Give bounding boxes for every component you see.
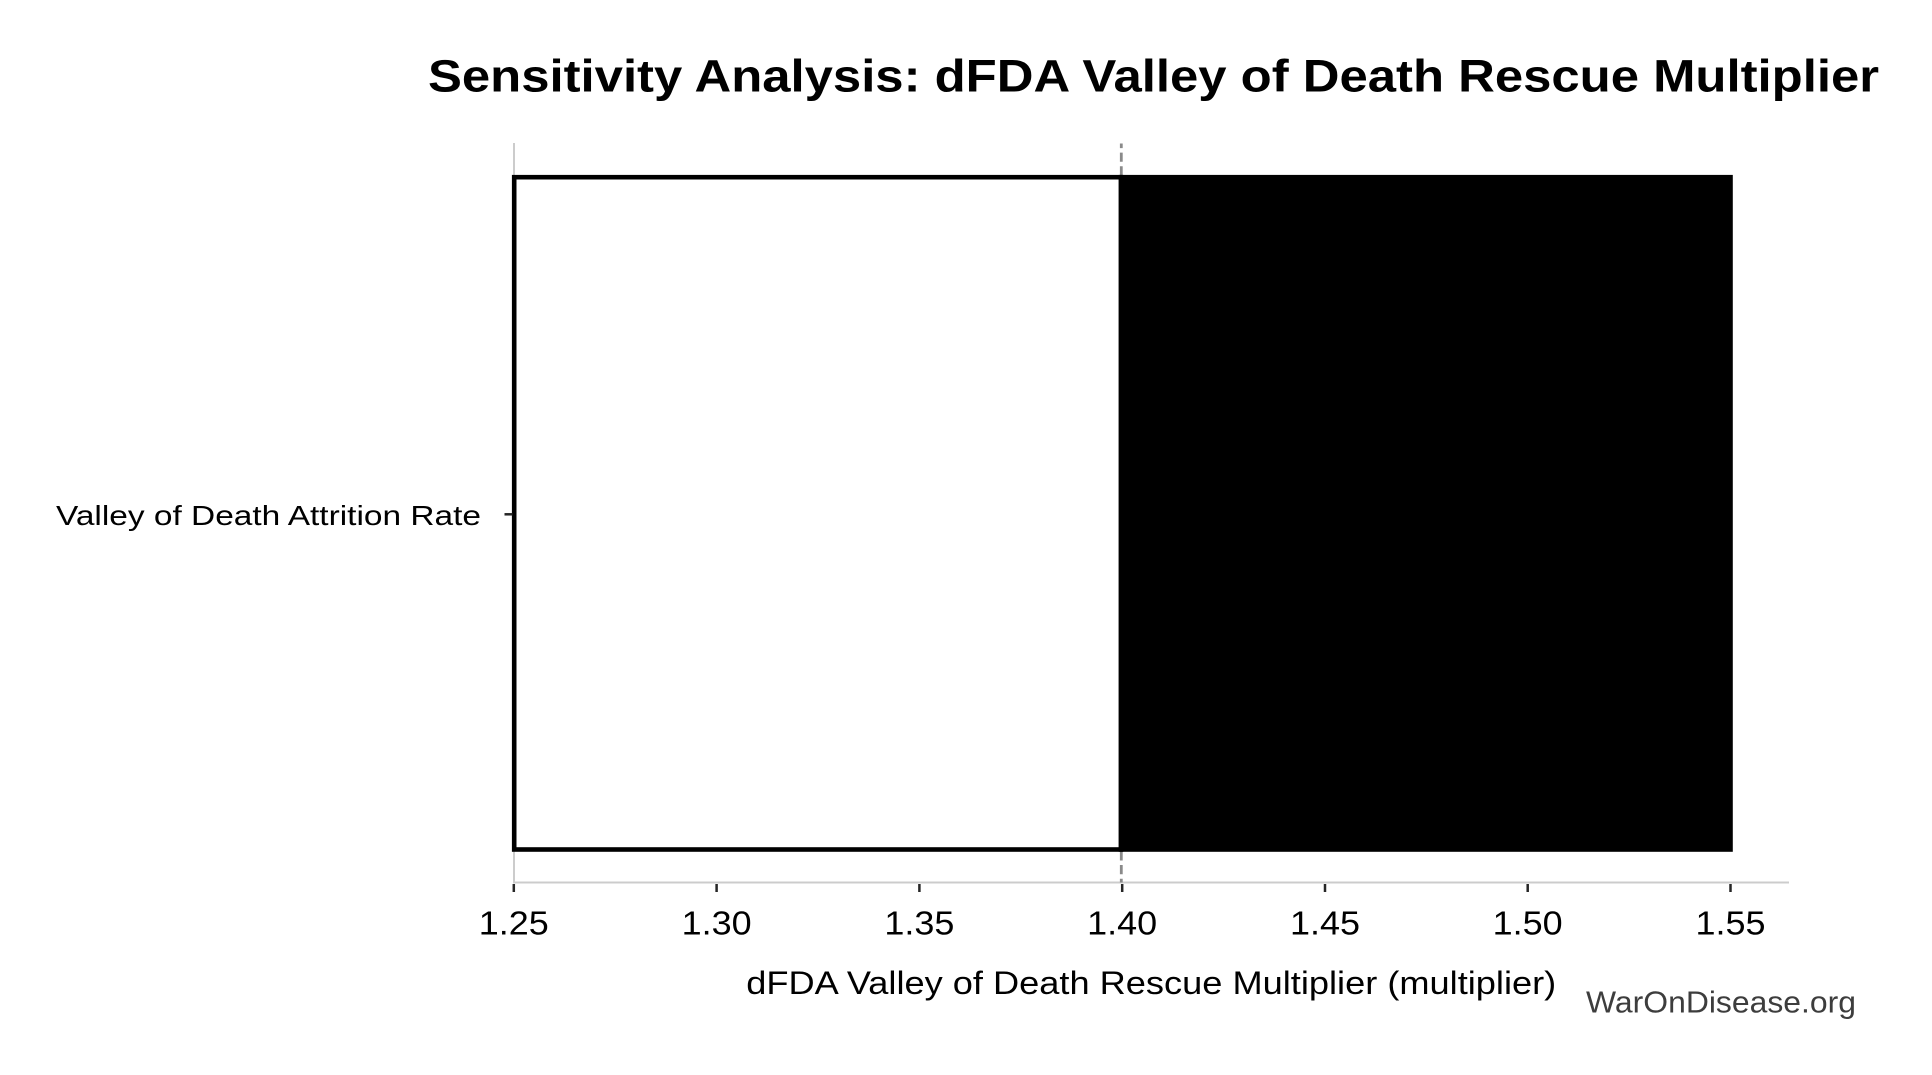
svg-text:1.40: 1.40 [1087,905,1157,942]
svg-text:1.55: 1.55 [1696,905,1766,942]
svg-text:1.35: 1.35 [884,905,954,942]
svg-text:WarOnDisease.org: WarOnDisease.org [1586,986,1856,1020]
svg-text:1.30: 1.30 [682,905,752,942]
svg-text:dFDA Valley of Death Rescue Mu: dFDA Valley of Death Rescue Multiplier (… [746,965,1556,1001]
svg-text:1.25: 1.25 [479,905,549,942]
svg-text:1.50: 1.50 [1493,905,1563,942]
svg-text:Valley of Death Attrition Rate: Valley of Death Attrition Rate [56,499,481,531]
svg-text:Sensitivity Analysis: dFDA Val: Sensitivity Analysis: dFDA Valley of Dea… [428,50,1879,101]
svg-text:1.45: 1.45 [1290,905,1360,942]
